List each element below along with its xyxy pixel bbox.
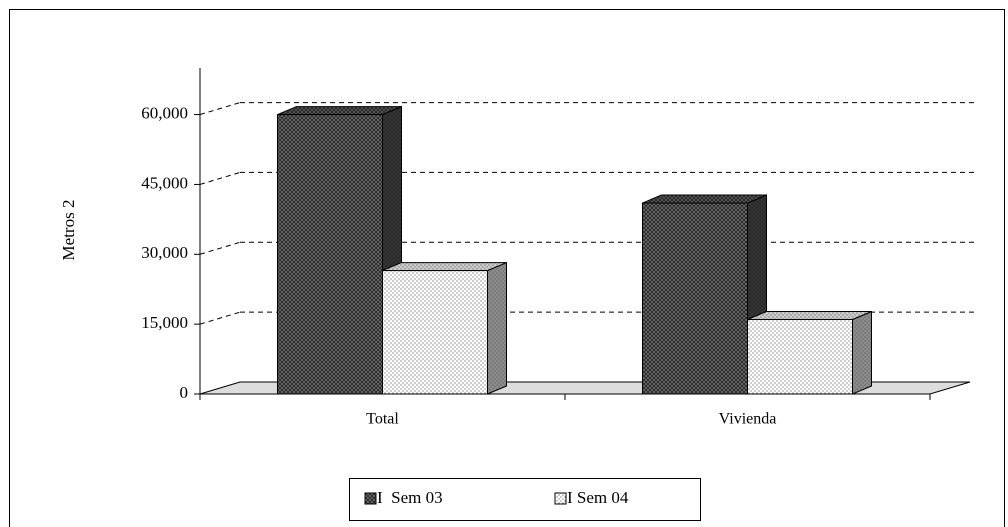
bar-texture xyxy=(642,202,748,395)
bar-top-texture xyxy=(277,106,402,116)
bar-top-texture xyxy=(747,310,872,320)
legend-label: I Sem 03 xyxy=(377,488,443,507)
bar-texture xyxy=(277,114,383,395)
legend-swatch-texture xyxy=(554,492,567,505)
y-tick-label: 15,000 xyxy=(141,313,188,332)
y-tick-label: 45,000 xyxy=(141,173,188,192)
legend-box xyxy=(349,478,701,521)
grid-line xyxy=(199,241,241,255)
bar-top-texture xyxy=(642,194,767,204)
bar-side-texture xyxy=(852,310,872,395)
y-axis-label: Metros 2 xyxy=(59,200,78,261)
legend-swatch-texture xyxy=(364,492,377,505)
y-tick-label: 60,000 xyxy=(141,103,188,122)
grid-line xyxy=(199,102,241,116)
y-tick-label: 30,000 xyxy=(141,243,188,262)
bar-top-texture xyxy=(382,262,507,272)
bar-texture xyxy=(747,318,853,395)
legend-label: I Sem 04 xyxy=(567,488,629,507)
grid-line xyxy=(199,171,241,185)
bar-side-texture xyxy=(487,261,507,395)
bar-texture xyxy=(382,270,488,395)
y-tick-label: 0 xyxy=(180,383,189,402)
grid-line xyxy=(199,311,241,325)
x-tick-label: Vivienda xyxy=(719,411,777,428)
x-tick-label: Total xyxy=(366,411,399,428)
